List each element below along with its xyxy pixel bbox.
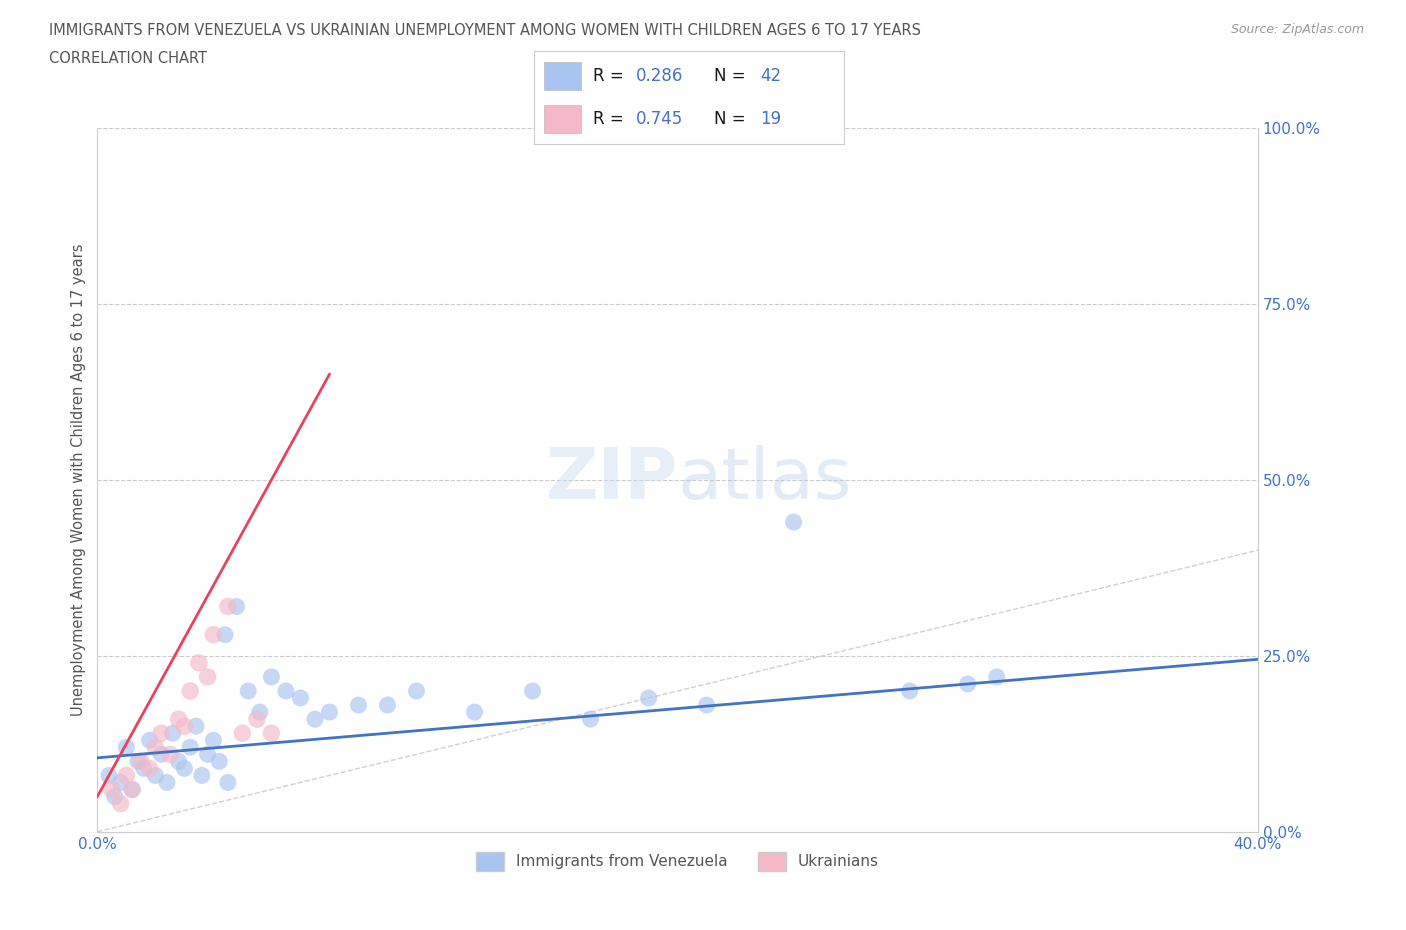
Point: [173, 761, 195, 776]
Point: [110, 775, 132, 790]
Point: [318, 705, 340, 720]
Text: 19: 19: [761, 110, 782, 128]
Text: IMMIGRANTS FROM VENEZUELA VS UKRAINIAN UNEMPLOYMENT AMONG WOMEN WITH CHILDREN AG: IMMIGRANTS FROM VENEZUELA VS UKRAINIAN U…: [49, 23, 921, 38]
Point: [187, 656, 209, 671]
Point: [115, 768, 138, 783]
Point: [145, 740, 167, 755]
Point: [173, 719, 195, 734]
Point: [202, 733, 225, 748]
Point: [132, 761, 155, 776]
Point: [191, 768, 214, 783]
Point: [898, 684, 921, 698]
Point: [225, 599, 247, 614]
Text: 0.745: 0.745: [637, 110, 683, 128]
Point: [637, 691, 659, 706]
Point: [522, 684, 544, 698]
Point: [579, 711, 602, 726]
Point: [231, 725, 253, 740]
Text: ZIP: ZIP: [546, 445, 678, 514]
Point: [249, 705, 271, 720]
Point: [150, 747, 173, 762]
Point: [110, 796, 132, 811]
Point: [208, 754, 231, 769]
Text: Source: ZipAtlas.com: Source: ZipAtlas.com: [1230, 23, 1364, 36]
Text: R =: R =: [593, 67, 628, 86]
Point: [405, 684, 427, 698]
Point: [347, 698, 370, 712]
Point: [121, 782, 143, 797]
Point: [782, 514, 804, 529]
Point: [115, 740, 138, 755]
Point: [159, 747, 181, 762]
Point: [202, 627, 225, 642]
Point: [101, 782, 124, 797]
Point: [217, 599, 239, 614]
Point: [167, 754, 190, 769]
Point: [696, 698, 718, 712]
Legend: Immigrants from Venezuela, Ukrainians: Immigrants from Venezuela, Ukrainians: [470, 846, 884, 877]
Text: 0.286: 0.286: [637, 67, 683, 86]
Point: [121, 782, 143, 797]
Point: [97, 768, 120, 783]
Point: [104, 789, 127, 804]
Point: [956, 676, 979, 691]
Text: CORRELATION CHART: CORRELATION CHART: [49, 51, 207, 66]
Point: [217, 775, 239, 790]
Point: [179, 740, 201, 755]
FancyBboxPatch shape: [544, 105, 581, 133]
Point: [197, 747, 219, 762]
Y-axis label: Unemployment Among Women with Children Ages 6 to 17 years: Unemployment Among Women with Children A…: [72, 244, 86, 716]
Text: 42: 42: [761, 67, 782, 86]
Point: [986, 670, 1008, 684]
Point: [238, 684, 260, 698]
Text: atlas: atlas: [678, 445, 852, 514]
Point: [274, 684, 297, 698]
Text: N =: N =: [714, 67, 751, 86]
Point: [138, 733, 160, 748]
Point: [145, 768, 167, 783]
Point: [129, 754, 152, 769]
Point: [167, 711, 190, 726]
Point: [260, 725, 283, 740]
Point: [260, 670, 283, 684]
Point: [197, 670, 219, 684]
Point: [304, 711, 326, 726]
Point: [463, 705, 485, 720]
Point: [184, 719, 207, 734]
Point: [214, 627, 236, 642]
Point: [127, 754, 149, 769]
Point: [162, 725, 184, 740]
Text: N =: N =: [714, 110, 751, 128]
Point: [246, 711, 269, 726]
Text: R =: R =: [593, 110, 628, 128]
Point: [179, 684, 201, 698]
FancyBboxPatch shape: [544, 62, 581, 90]
Point: [156, 775, 179, 790]
Point: [150, 725, 173, 740]
Point: [138, 761, 160, 776]
Point: [377, 698, 399, 712]
Point: [290, 691, 312, 706]
